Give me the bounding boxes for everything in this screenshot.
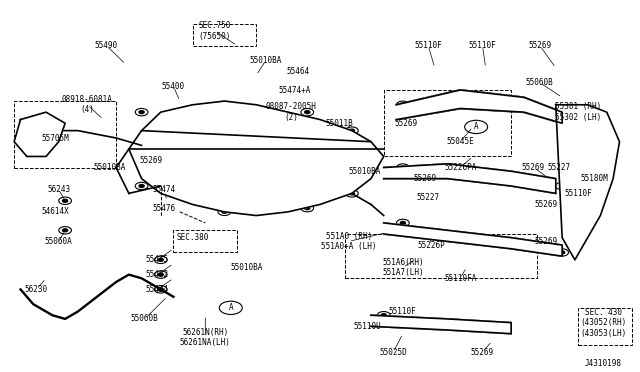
Circle shape [349,192,355,195]
Text: 55180M: 55180M [580,174,608,183]
Circle shape [349,129,355,132]
Text: 55705M: 55705M [42,134,69,142]
Text: 55269: 55269 [394,119,417,128]
Text: SEC. 430
(43052(RH)
(43053(LH): SEC. 430 (43052(RH) (43053(LH) [580,308,627,337]
Text: 54614X: 54614X [42,207,69,217]
Bar [578,308,632,345]
Polygon shape [396,90,562,123]
Text: 55490: 55490 [95,41,118,50]
Text: 55060B: 55060B [526,78,554,87]
Text: 55269: 55269 [140,155,163,165]
Circle shape [400,103,405,106]
Text: 55269: 55269 [413,174,436,183]
Text: A: A [228,303,233,312]
Text: 55110F: 55110F [564,189,592,198]
Text: 55400: 55400 [162,82,185,91]
Text: 55110F: 55110F [415,41,442,50]
Text: 551A6(RH)
551A7(LH): 551A6(RH) 551A7(LH) [382,257,424,277]
Text: 55060A: 55060A [45,237,72,246]
Text: 55269: 55269 [471,348,494,357]
Circle shape [559,111,564,113]
Text: 55301 (RH)
55302 (LH): 55301 (RH) 55302 (LH) [555,102,601,122]
Text: 56261N(RH)
56261NA(LH): 56261N(RH) 56261NA(LH) [180,328,231,347]
Bar [173,230,237,253]
Polygon shape [129,101,384,215]
Text: 55474+A: 55474+A [278,86,310,94]
Text: 55475: 55475 [146,255,169,264]
Circle shape [158,288,163,291]
Text: 55010BA: 55010BA [348,167,381,176]
Text: 55269: 55269 [522,163,545,172]
Text: 55110FA: 55110FA [444,274,476,283]
Circle shape [400,166,405,169]
Bar [14,101,116,167]
Circle shape [158,259,163,261]
Text: A: A [474,122,479,131]
Text: 08087-2005H
(2): 08087-2005H (2) [266,102,317,122]
Text: 55011B: 55011B [325,119,353,128]
Polygon shape [371,315,511,334]
Text: 56230: 56230 [25,285,48,294]
Text: 55110F: 55110F [389,307,417,316]
Circle shape [305,207,310,210]
Text: 56243: 56243 [47,185,70,194]
Circle shape [139,185,144,187]
Polygon shape [556,105,620,260]
Text: J4310198: J4310198 [585,359,622,368]
Text: 55010BA: 55010BA [93,163,126,172]
Text: 55476: 55476 [152,203,175,213]
Text: 55226PA: 55226PA [444,163,476,172]
Text: 55424: 55424 [146,285,169,294]
Text: 551A0 (RH)
551A0+A (LH): 551A0 (RH) 551A0+A (LH) [321,232,376,251]
Text: 55010BA: 55010BA [230,263,263,272]
Text: 55110F: 55110F [468,41,497,50]
Text: 08918-6081A
(4): 08918-6081A (4) [62,95,113,115]
Text: 55227: 55227 [417,193,440,202]
Text: 55110U: 55110U [354,322,381,331]
Text: 55226P: 55226P [418,241,445,250]
Text: 55464: 55464 [286,67,309,76]
Circle shape [63,229,68,232]
Bar [346,234,537,278]
Polygon shape [384,223,562,256]
Circle shape [222,103,227,106]
Text: 55269: 55269 [534,237,558,246]
Circle shape [305,111,310,113]
Text: 55482: 55482 [146,270,169,279]
Circle shape [559,185,564,187]
Circle shape [139,111,144,113]
Bar [193,23,256,46]
Polygon shape [384,164,556,193]
Text: 55269: 55269 [534,200,558,209]
Text: 55227: 55227 [547,163,570,172]
Text: 55025D: 55025D [380,348,407,357]
Text: 55060B: 55060B [131,314,159,323]
Circle shape [158,273,163,276]
Bar [384,90,511,157]
Circle shape [381,314,387,317]
Circle shape [63,199,68,202]
Text: SEC.380: SEC.380 [177,233,209,242]
Text: 55269: 55269 [528,41,552,50]
Circle shape [559,251,564,254]
Circle shape [222,211,227,213]
Text: 55045E: 55045E [446,137,474,146]
Text: SEC.750
(75650): SEC.750 (75650) [198,21,231,41]
Polygon shape [14,112,65,157]
Text: 55474: 55474 [152,185,175,194]
Text: 55010BA: 55010BA [250,56,282,65]
Circle shape [400,221,405,224]
